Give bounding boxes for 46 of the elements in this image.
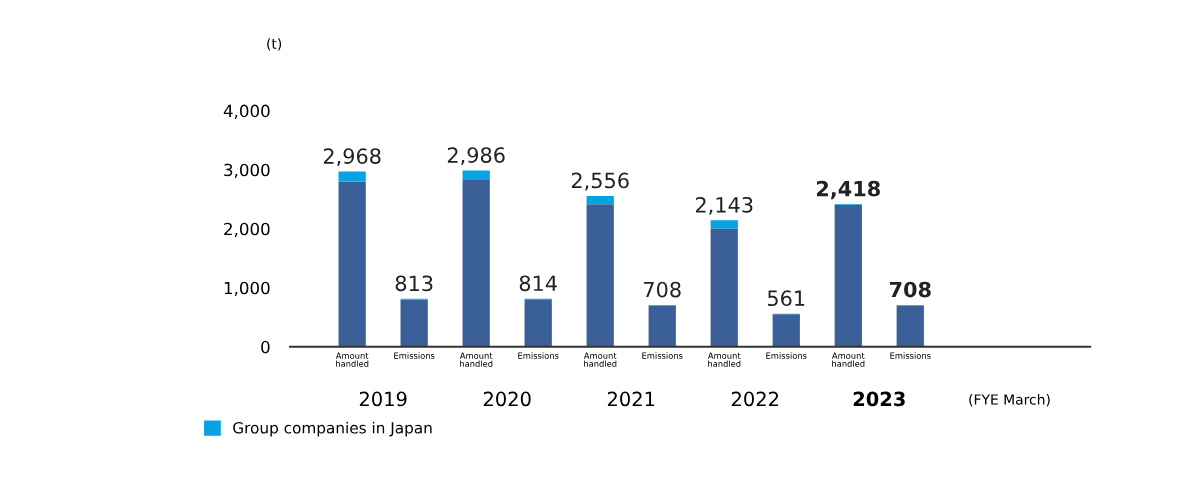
x-tick-label: Amount handled (707, 352, 741, 367)
bar (834, 204, 862, 347)
bar (400, 299, 428, 347)
text: 2019 (359, 391, 407, 407)
total-label: 2,556 (571, 172, 629, 191)
x-tick-label: Amount handled (335, 352, 369, 367)
bar (710, 228, 738, 347)
text: 2023 (853, 391, 905, 407)
y-tick-label: 1,000 (224, 281, 270, 297)
y-tick-label: 3,000 (224, 163, 270, 178)
x-tick-label: Amount handled (583, 352, 617, 367)
bar (586, 204, 614, 347)
y-tick-label: 0 (261, 340, 270, 354)
x-tick-label: Amount handled (831, 352, 865, 367)
x-tick-label: Emissions (766, 352, 807, 359)
x-tick-label: Amount handled (459, 352, 493, 367)
total-label: 814 (519, 275, 557, 292)
text: 2020 (483, 391, 531, 407)
y-tick-label: 4,000 (223, 104, 270, 119)
total-label: 2,968 (323, 148, 381, 167)
total-label: 2,143 (695, 196, 753, 215)
bar (462, 179, 490, 347)
bar (338, 171, 366, 182)
total-label: 2,986 (447, 147, 505, 166)
bar (338, 181, 366, 347)
bar (710, 220, 738, 229)
total-label: 708 (889, 281, 931, 298)
total-label: 561 (767, 290, 805, 307)
x-tick-label: Emissions (394, 352, 435, 359)
bar (524, 299, 552, 347)
bar (896, 305, 924, 347)
total-label: 813 (395, 275, 433, 292)
bar (772, 314, 800, 347)
legend-label: Group companies in Japan (233, 421, 432, 437)
y-tick-label: 2,000 (224, 222, 270, 237)
x-tick-label: Emissions (890, 352, 931, 359)
text: 2021 (607, 391, 655, 407)
bar (648, 305, 676, 347)
x-tick-label: Emissions (518, 352, 559, 359)
total-label: 708 (644, 281, 681, 298)
x-axis-title: (FYE March) (969, 394, 1050, 407)
bar (586, 195, 614, 205)
x-tick-label: Emissions (642, 352, 683, 359)
y-axis-title: (t) (267, 38, 282, 51)
text: 2022 (731, 391, 779, 407)
total-label: 2,418 (816, 180, 880, 200)
